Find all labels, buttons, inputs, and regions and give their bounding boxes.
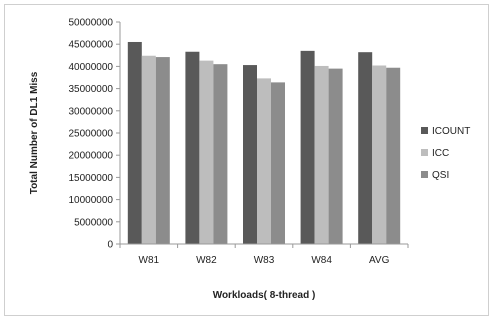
legend-label-icc: ICC	[432, 148, 449, 159]
x-tick-label: W84	[311, 255, 332, 266]
bar-icount-w84	[300, 50, 315, 244]
y-tick-label: 5000000	[74, 217, 113, 228]
x-tick-label: AVG	[369, 255, 390, 266]
y-tick-label: 10000000	[69, 195, 114, 206]
bar-icc-w83	[257, 78, 271, 244]
bar-qsi-w81	[155, 57, 170, 244]
legend-swatch-icount	[421, 127, 428, 134]
y-tick-label: 15000000	[69, 173, 114, 184]
bar-icount-w81	[127, 41, 142, 245]
y-tick-label: 40000000	[69, 62, 114, 73]
legend-swatch-qsi	[421, 171, 428, 178]
y-tick-label: 25000000	[69, 129, 114, 140]
bar-qsi-w83	[271, 82, 285, 244]
x-tick-label: W81	[139, 255, 160, 266]
x-tick-label: W83	[254, 255, 275, 266]
y-axis-ticks: 0 5000000 10000000 15000000 20000000 25000000…	[69, 18, 120, 251]
y-tick-label: 50000000	[69, 18, 114, 29]
x-tick-label: W82	[196, 255, 217, 266]
bar-icount-w82	[185, 51, 200, 244]
bar-icount-avg	[358, 52, 373, 244]
bar-icc-w84	[314, 65, 329, 245]
x-axis-ticks: W81 W82 W83 W84 AVG	[119, 244, 409, 266]
y-tick-label: 0	[107, 240, 113, 251]
x-axis-title: Workloads( 8-thread )	[213, 290, 316, 301]
y-tick-label: 20000000	[69, 151, 114, 162]
y-tick-label: 35000000	[69, 84, 114, 95]
bar-icc-avg	[372, 65, 387, 245]
legend-label-qsi: QSI	[432, 170, 449, 181]
y-axis-title: Total Number of DL1 Miss	[29, 71, 40, 194]
bar-icc-w82	[199, 60, 214, 245]
legend-label-icount: ICOUNT	[432, 126, 470, 137]
bar-qsi-avg	[386, 67, 401, 245]
bar-icc-w81	[141, 55, 156, 244]
bar-qsi-w82	[213, 64, 228, 245]
bar-qsi-w84	[328, 68, 343, 245]
y-tick-label: 45000000	[69, 40, 114, 51]
bars	[127, 41, 401, 245]
legend-swatch-icc	[421, 149, 428, 156]
legend: ICOUNT ICC QSI	[421, 126, 470, 181]
y-tick-label: 30000000	[69, 106, 114, 117]
bar-icount-w83	[243, 65, 257, 245]
